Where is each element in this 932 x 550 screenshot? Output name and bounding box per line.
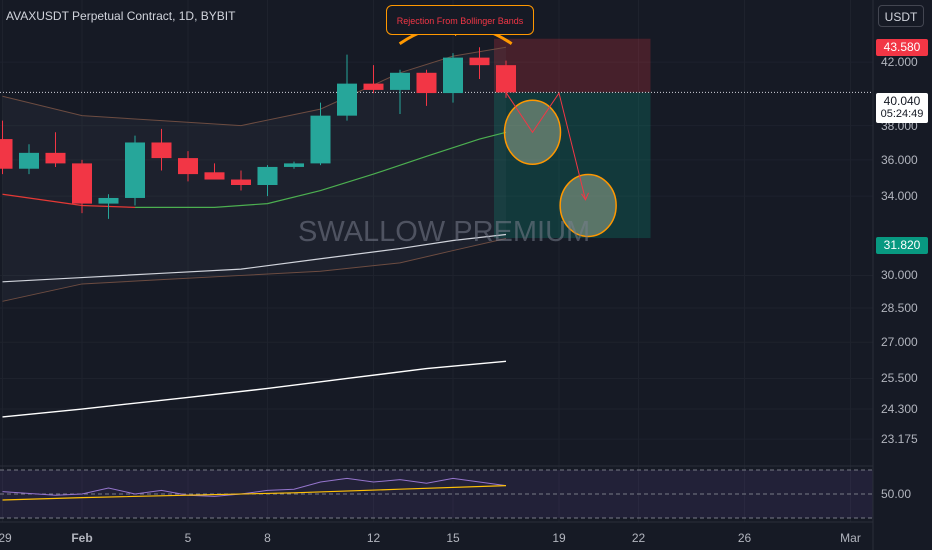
time-tick-2: 5 — [184, 531, 192, 545]
candle-body-15[interactable] — [390, 72, 410, 90]
time-tick-5: 15 — [446, 531, 460, 545]
candle-body-16[interactable] — [416, 72, 437, 94]
candle-body-7[interactable] — [178, 158, 198, 175]
trade-position-box[interactable] — [494, 38, 651, 239]
candle-body-12[interactable] — [310, 115, 331, 164]
projection-arrowhead — [581, 192, 589, 201]
time-tick-9: Mar — [840, 531, 861, 545]
drawings-layer[interactable] — [398, 23, 617, 238]
candle-body-11[interactable] — [284, 163, 304, 167]
candle-body-6[interactable] — [151, 142, 172, 159]
target-ellipse-2[interactable] — [559, 173, 617, 238]
candle-body-4[interactable] — [98, 197, 119, 204]
candle-body-1[interactable] — [19, 152, 39, 169]
rsi-level-label: 50.00 — [881, 487, 912, 501]
candle-body-2[interactable] — [45, 152, 66, 164]
price-tick-2: 36.000 — [881, 152, 918, 167]
candle-body-13[interactable] — [337, 83, 357, 116]
target-price-tag: 31.820 — [876, 237, 928, 254]
target-zone[interactable] — [494, 92, 651, 239]
price-tick-8: 24.300 — [881, 402, 918, 417]
ema-short-green — [135, 131, 507, 208]
projection-path[interactable] — [505, 91, 586, 200]
current-price-value: 40.040 — [883, 94, 921, 108]
price-tick-3: 34.000 — [881, 189, 918, 204]
currency-button[interactable]: USDT — [878, 5, 924, 27]
rejection-callout[interactable]: Rejection From Bollinger Bands — [386, 5, 534, 35]
candle-body-9[interactable] — [231, 179, 251, 186]
candle-body-10[interactable] — [257, 166, 278, 186]
time-tick-7: 22 — [631, 531, 646, 545]
time-tick-8: 26 — [737, 531, 752, 545]
watermark: SWALLOW PREMIUM — [298, 216, 591, 248]
time-tick-6: 19 — [552, 531, 566, 545]
countdown-timer: 05:24:49 — [880, 108, 924, 120]
ema-long-line — [2, 233, 507, 283]
stop-zone[interactable] — [494, 38, 651, 93]
candle-body-3[interactable] — [72, 163, 92, 204]
time-tick-0: 29 — [0, 531, 12, 545]
bollinger-fill — [2, 47, 506, 302]
price-tick-0: 42.000 — [881, 55, 918, 70]
candle-body-8[interactable] — [204, 172, 225, 180]
candle-body-5[interactable] — [125, 142, 145, 198]
candle-body-14[interactable] — [363, 83, 384, 90]
indicator-lines — [0, 46, 873, 418]
current-price-tag: 40.040 05:24:49 — [876, 93, 928, 123]
candle-body-19[interactable] — [496, 65, 516, 93]
candle-body-17[interactable] — [443, 57, 463, 94]
rsi-ma-line — [2, 485, 507, 501]
price-tick-7: 25.500 — [881, 371, 918, 386]
sma-slow-line — [2, 360, 507, 418]
price-tick-5: 28.500 — [881, 300, 918, 315]
symbol-title[interactable]: AVAXUSDT Perpetual Contract, 1D, BYBIT — [6, 9, 236, 23]
time-tick-4: 12 — [366, 531, 381, 545]
grid-lines — [0, 0, 873, 522]
time-tick-3: 8 — [264, 531, 271, 545]
time-tick-1: Feb — [71, 531, 93, 545]
price-tick-4: 30.000 — [881, 268, 918, 283]
price-tick-9: 23.175 — [881, 432, 918, 447]
bollinger-lower — [2, 238, 507, 302]
candlesticks[interactable] — [0, 47, 516, 219]
rsi-panel[interactable] — [0, 465, 873, 519]
rsi-line — [2, 477, 507, 497]
candle-body-0[interactable] — [0, 139, 13, 169]
stop-price-tag: 43.580 — [876, 39, 928, 56]
candle-body-18[interactable] — [469, 57, 490, 66]
price-tick-6: 27.000 — [881, 335, 918, 350]
